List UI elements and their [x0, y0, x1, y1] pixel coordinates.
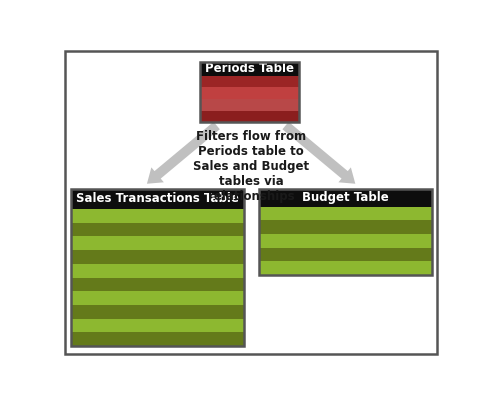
Bar — [71, 209, 244, 223]
Bar — [259, 207, 432, 221]
FancyArrowPatch shape — [282, 122, 355, 184]
Text: Periods Table: Periods Table — [205, 63, 294, 75]
Bar — [71, 277, 244, 291]
FancyArrowPatch shape — [147, 122, 220, 184]
Bar — [200, 111, 298, 122]
Bar — [71, 209, 244, 346]
Bar — [71, 332, 244, 346]
Bar — [71, 305, 244, 319]
Bar — [71, 223, 244, 237]
Bar — [71, 264, 244, 277]
Bar — [259, 221, 432, 234]
Bar — [259, 234, 432, 248]
Text: Sales Transactions Table: Sales Transactions Table — [75, 192, 239, 205]
Text: Filters flow from
Periods table to
Sales and Budget
tables via
relationships: Filters flow from Periods table to Sales… — [193, 130, 309, 203]
Bar — [200, 99, 298, 111]
Bar — [71, 188, 244, 346]
Bar — [259, 248, 432, 261]
Bar — [259, 188, 432, 275]
Bar — [71, 237, 244, 250]
Text: Budget Table: Budget Table — [302, 191, 389, 204]
Bar — [259, 188, 432, 207]
Bar — [71, 188, 244, 209]
Bar — [259, 207, 432, 275]
Bar — [71, 291, 244, 305]
Bar — [71, 319, 244, 332]
Bar — [200, 76, 298, 87]
Bar — [259, 261, 432, 275]
Bar — [71, 250, 244, 264]
Bar — [200, 87, 298, 99]
Bar — [200, 62, 298, 122]
Bar — [200, 62, 298, 76]
